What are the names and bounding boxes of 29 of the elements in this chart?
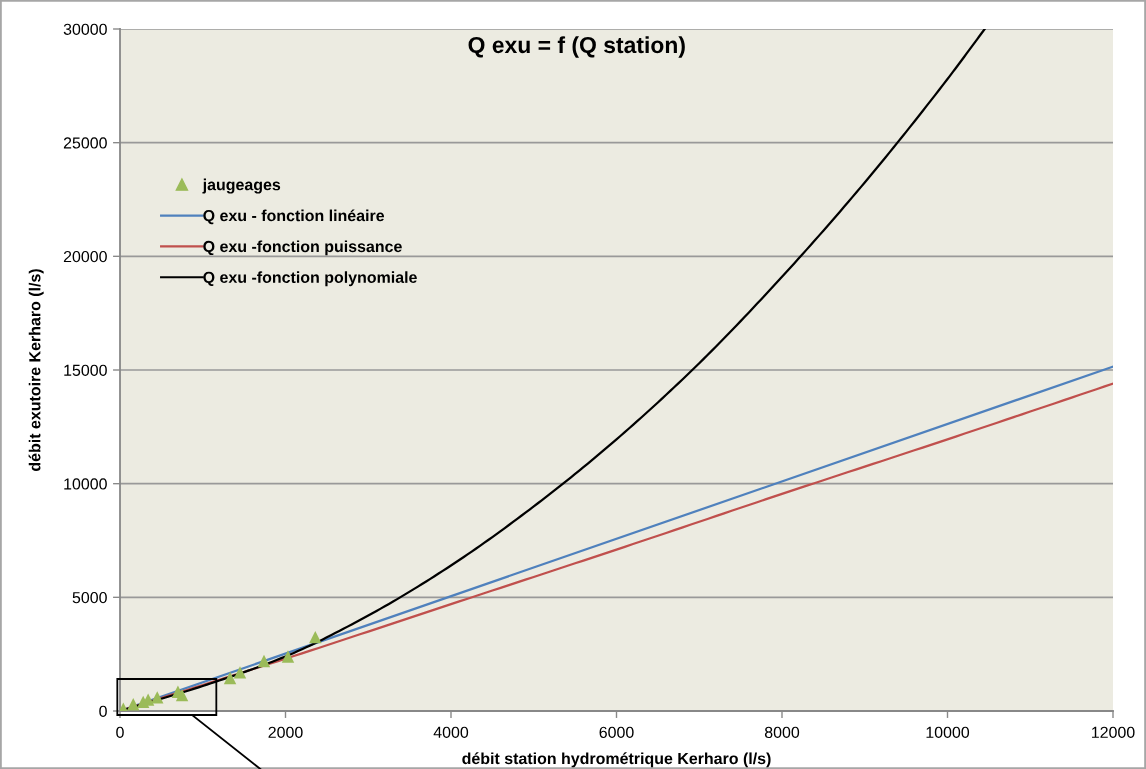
y-axis-title: débit exutoire Kerharo (l/s): [28, 269, 44, 471]
y-tick-label: 20000: [63, 250, 107, 263]
y-tick-label: 15000: [64, 364, 107, 376]
chart-title: Q exu = f (Q station): [468, 36, 685, 58]
x-tick-label: 2000: [268, 726, 303, 739]
point: [175, 688, 189, 702]
point: [309, 630, 322, 644]
legend-label: jaugeages: [202, 178, 281, 194]
x-tick-label: 6000: [599, 726, 634, 739]
point: [233, 666, 247, 679]
point: [223, 671, 237, 685]
legend-label: Q exu -fonction polynomiale: [203, 271, 417, 287]
x-tick-label: 4000: [433, 726, 469, 739]
point: [281, 650, 295, 663]
x-tick-label: 10000: [926, 726, 970, 739]
y-tick-label: 25000: [63, 137, 107, 149]
y-tick-label: 5000: [72, 591, 107, 604]
x-tick-label: 0: [116, 726, 124, 739]
y-tick-label: 0: [99, 705, 107, 717]
point: [257, 654, 271, 668]
y-tick-label: 30000: [63, 23, 107, 35]
x-axis-title: débit station hydrométrique Kerharo (l/s): [462, 752, 771, 768]
legend-label: Q exu - fonction linéaire: [203, 209, 385, 225]
x-tick-label: 12000: [1092, 726, 1135, 739]
point: [151, 691, 164, 704]
y-tick-label: 10000: [64, 478, 107, 490]
legend-label: Q exu -fonction puissance: [203, 240, 402, 256]
x-tick-label: 8000: [764, 726, 800, 739]
point: [127, 697, 140, 711]
